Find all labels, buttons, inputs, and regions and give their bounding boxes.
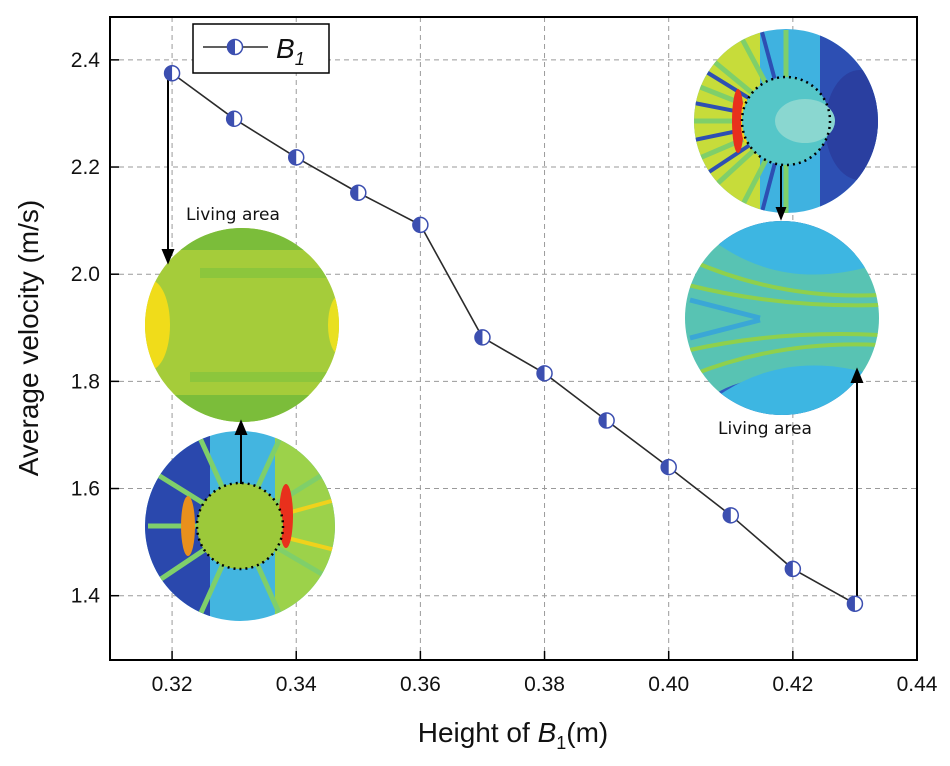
x-tick-label: 0.36	[400, 673, 441, 696]
y-tick-label: 1.6	[71, 478, 100, 501]
x-tick-label: 0.32	[152, 673, 193, 696]
living-area-label-right: Living area	[718, 419, 812, 439]
x-tick-labels: 0.32 0.34 0.36 0.38 0.40 0.42 0.44	[152, 673, 938, 696]
data-point	[536, 365, 553, 382]
y-tick-labels: 1.4 1.6 1.8 2.0 2.2 2.4	[71, 49, 101, 608]
data-point	[412, 216, 429, 234]
data-point	[287, 149, 305, 166]
data-point	[660, 458, 677, 476]
data-point	[784, 560, 802, 578]
contour-inset-bottom-left	[145, 431, 335, 621]
living-area-inset-left	[145, 228, 339, 422]
x-tick-label: 0.34	[276, 673, 317, 696]
legend: B1	[192, 23, 330, 74]
x-tick-label: 0.44	[897, 673, 938, 696]
connector-arrows	[161, 74, 864, 610]
y-tick-label: 2.4	[71, 49, 101, 72]
contour-inset-top-right	[694, 29, 878, 213]
y-tick-label: 2.2	[71, 156, 100, 179]
y-axis-title: Average velocity (m/s)	[13, 200, 44, 476]
plot-frame	[109, 16, 918, 661]
x-tick-label: 0.42	[772, 673, 813, 696]
legend-marker-symbol	[226, 38, 244, 56]
data-point	[846, 595, 864, 612]
data-point	[474, 329, 491, 346]
x-axis-title: Height of B1(m)	[418, 717, 609, 753]
living-area-label-left: Living area	[186, 205, 280, 225]
living-area-inset-right	[685, 221, 879, 415]
series-layer	[163, 65, 864, 612]
data-point	[163, 65, 181, 82]
data-point	[225, 110, 243, 128]
x-tick-label: 0.40	[648, 673, 689, 696]
legend-label: B1	[276, 33, 305, 69]
legend-box	[192, 23, 330, 74]
series-line	[171, 72, 856, 605]
legend-marker	[226, 38, 244, 56]
data-point	[350, 184, 367, 202]
x-tick-label: 0.38	[524, 673, 565, 696]
y-tick-label: 1.4	[71, 585, 101, 608]
y-tick-label: 2.0	[71, 263, 100, 286]
data-point	[598, 412, 615, 429]
y-tick-label: 1.8	[71, 370, 100, 393]
data-point	[722, 507, 740, 524]
